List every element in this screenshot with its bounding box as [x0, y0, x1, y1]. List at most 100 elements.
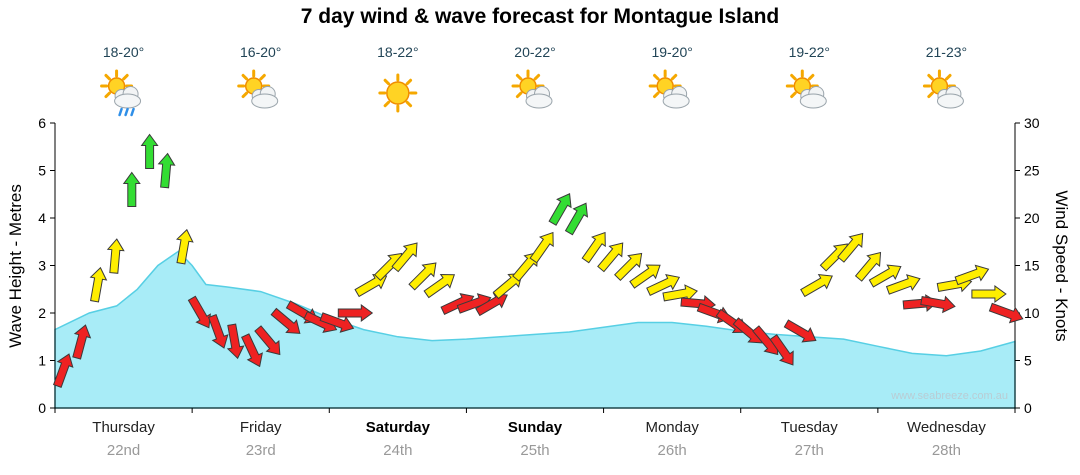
cloud-icon [525, 86, 553, 109]
temperature-range: 19-20° [651, 44, 692, 60]
date-label: 22nd [107, 442, 140, 459]
day-label: Monday [645, 419, 699, 436]
sun-ray [790, 91, 797, 99]
wind-arrow [106, 238, 125, 274]
cloud-highlight [527, 95, 551, 107]
wind-arrow [408, 262, 437, 291]
weather-sun-cloud-icon [237, 69, 279, 109]
date-label: 28th [932, 442, 961, 459]
sun-disc [386, 81, 410, 105]
day-label: Sunday [508, 419, 563, 436]
day-label: Wednesday [907, 419, 986, 436]
page-title: 7 day wind & wave forecast for Montague … [300, 5, 780, 28]
wave-axis-label: Wave Height - Metres [6, 184, 25, 348]
wind-arrow [319, 312, 355, 333]
sun-ray [104, 73, 112, 81]
wind-arrow [548, 193, 572, 226]
wave-axis-tick-label: 0 [38, 400, 46, 416]
wind-arrow [988, 302, 1024, 324]
raindrop-icon [124, 107, 129, 117]
wind-arrow [270, 307, 301, 334]
temperature-range: 18-20° [103, 44, 144, 60]
sun-ray [944, 73, 952, 81]
wave-axis-tick-label: 4 [38, 210, 46, 226]
date-label: 26th [658, 442, 687, 459]
cloud-icon [936, 86, 964, 109]
sun-ray [383, 100, 391, 108]
cloud-highlight [801, 95, 826, 107]
wind-arrow [920, 295, 956, 314]
wind-arrow [529, 231, 554, 264]
wind-axis-tick-label: 15 [1024, 258, 1040, 274]
wind-arrow [337, 304, 374, 322]
date-label: 23rd [246, 442, 276, 459]
wind-axis-label: Wind Speed - Knots [1052, 190, 1071, 342]
cloud-icon [799, 86, 827, 109]
wind-arrow [769, 334, 794, 366]
wind-axis-tick-label: 10 [1024, 305, 1040, 321]
wind-arrow [800, 273, 833, 298]
sun-ray [790, 73, 797, 81]
sun-ray [927, 91, 934, 99]
date-label: 27th [795, 442, 824, 459]
watermark: www.seabreeze.com.au [890, 390, 1008, 402]
cloud-icon [662, 86, 690, 109]
sun-ray [405, 78, 413, 86]
wind-arrow [391, 242, 418, 273]
wind-arrow [564, 202, 589, 236]
cloud-icon [114, 86, 142, 109]
wind-arrow [241, 333, 263, 368]
sun-ray [670, 73, 678, 81]
wind-arrow [581, 231, 606, 264]
wind-arrow [885, 274, 921, 295]
sun-ray [515, 91, 523, 99]
day-label: Thursday [92, 419, 155, 436]
cloud-highlight [115, 95, 140, 107]
wind-arrow [140, 133, 159, 169]
temperature-range: 20-22° [514, 44, 555, 60]
cloud-highlight [664, 95, 689, 107]
temperature-range: 18-22° [377, 44, 418, 60]
temperature-range: 21-23° [926, 44, 967, 60]
sun-ray [383, 78, 391, 86]
wind-arrow [72, 324, 92, 360]
wind-arrow [614, 252, 643, 282]
raindrop-icon [118, 107, 123, 117]
wind-arrow [89, 266, 108, 303]
raindrop-icon [130, 107, 135, 117]
wave-height-area [54, 250, 1016, 409]
wind-arrow [854, 251, 882, 282]
wind-arrow [646, 274, 681, 296]
day-label: Friday [240, 419, 282, 436]
wind-axis-tick-label: 5 [1024, 353, 1032, 369]
wind-axis-tick-label: 0 [1024, 400, 1032, 416]
temperature-range: 19-22° [789, 44, 830, 60]
date-label: 25th [520, 442, 549, 459]
wind-arrow [226, 323, 245, 360]
wind-arrow [783, 319, 817, 343]
wind-axis-tick-label: 30 [1024, 115, 1040, 131]
wind-arrow [868, 264, 902, 288]
day-label: Saturday [366, 419, 431, 436]
wind-arrow [207, 314, 229, 349]
cloud-icon [251, 86, 279, 109]
sun-ray [807, 73, 815, 81]
weather-sun-cloud-icon [785, 69, 827, 109]
wind-arrow [971, 285, 1007, 303]
sun-ray [653, 91, 660, 99]
sun-ray [533, 73, 541, 81]
sun-ray [515, 73, 523, 81]
sun-ray [653, 73, 660, 81]
wind-arrow [629, 264, 661, 289]
sun-ray [241, 91, 249, 99]
weather-sun-icon [378, 73, 418, 113]
weather-sun-cloud-icon [922, 69, 964, 109]
sun-ray [927, 73, 934, 81]
wind-axis-tick-label: 20 [1024, 210, 1040, 226]
wind-arrow [176, 228, 194, 265]
wind-arrow [52, 353, 74, 388]
wind-arrow [597, 242, 624, 273]
weather-sun-cloud-icon [648, 69, 690, 109]
wind-arrow [254, 325, 281, 356]
date-label: 24th [383, 442, 412, 459]
